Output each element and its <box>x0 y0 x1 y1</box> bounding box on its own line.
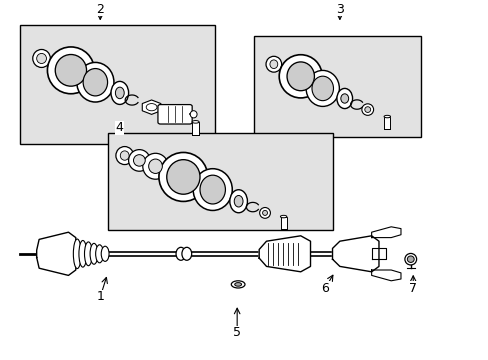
Ellipse shape <box>101 246 109 261</box>
Text: 2: 2 <box>96 3 104 15</box>
FancyBboxPatch shape <box>158 105 192 124</box>
Ellipse shape <box>182 247 191 260</box>
Ellipse shape <box>407 256 413 262</box>
Ellipse shape <box>111 81 128 104</box>
Ellipse shape <box>33 49 50 67</box>
Ellipse shape <box>234 195 243 207</box>
Ellipse shape <box>231 281 244 288</box>
Polygon shape <box>332 236 378 272</box>
Ellipse shape <box>193 169 232 211</box>
Ellipse shape <box>90 243 98 264</box>
Ellipse shape <box>229 190 247 213</box>
Ellipse shape <box>200 175 225 204</box>
Ellipse shape <box>311 76 333 101</box>
Ellipse shape <box>192 121 199 123</box>
Ellipse shape <box>279 55 322 98</box>
Ellipse shape <box>96 245 103 263</box>
Ellipse shape <box>146 104 157 111</box>
Ellipse shape <box>73 239 81 269</box>
Text: 3: 3 <box>335 3 343 15</box>
Bar <box>107 133 332 230</box>
Ellipse shape <box>364 107 370 112</box>
Ellipse shape <box>47 47 94 94</box>
Bar <box>280 217 286 229</box>
Ellipse shape <box>166 160 200 194</box>
Ellipse shape <box>383 115 390 118</box>
Ellipse shape <box>259 207 270 218</box>
Ellipse shape <box>176 247 185 260</box>
Polygon shape <box>142 100 161 114</box>
Polygon shape <box>371 270 400 281</box>
Ellipse shape <box>77 62 114 102</box>
Ellipse shape <box>37 53 46 63</box>
Ellipse shape <box>120 151 129 160</box>
Ellipse shape <box>269 60 277 68</box>
Ellipse shape <box>148 159 162 174</box>
Ellipse shape <box>133 155 145 166</box>
Ellipse shape <box>280 215 286 218</box>
Polygon shape <box>371 227 400 238</box>
Polygon shape <box>37 232 76 275</box>
Polygon shape <box>259 236 310 272</box>
Bar <box>20 25 215 144</box>
Text: 7: 7 <box>408 282 416 294</box>
Bar <box>192 122 198 135</box>
Ellipse shape <box>116 147 133 165</box>
Ellipse shape <box>305 71 339 107</box>
Ellipse shape <box>361 104 373 115</box>
Ellipse shape <box>234 283 241 286</box>
Ellipse shape <box>190 111 197 118</box>
Ellipse shape <box>286 62 314 91</box>
Text: 5: 5 <box>233 327 241 339</box>
Text: 1: 1 <box>96 291 104 303</box>
Text: 4: 4 <box>116 121 123 134</box>
Text: 6: 6 <box>321 282 328 294</box>
Ellipse shape <box>84 242 92 266</box>
Polygon shape <box>371 248 386 259</box>
Ellipse shape <box>55 54 86 86</box>
Ellipse shape <box>340 94 348 103</box>
Ellipse shape <box>265 56 281 72</box>
Ellipse shape <box>142 153 168 179</box>
Ellipse shape <box>128 150 150 171</box>
Ellipse shape <box>336 89 352 109</box>
Ellipse shape <box>115 87 124 99</box>
Ellipse shape <box>83 68 107 96</box>
Ellipse shape <box>404 253 416 265</box>
Bar <box>254 36 420 137</box>
Ellipse shape <box>159 153 207 202</box>
Ellipse shape <box>262 210 267 215</box>
Bar <box>384 117 389 129</box>
Ellipse shape <box>79 240 86 267</box>
